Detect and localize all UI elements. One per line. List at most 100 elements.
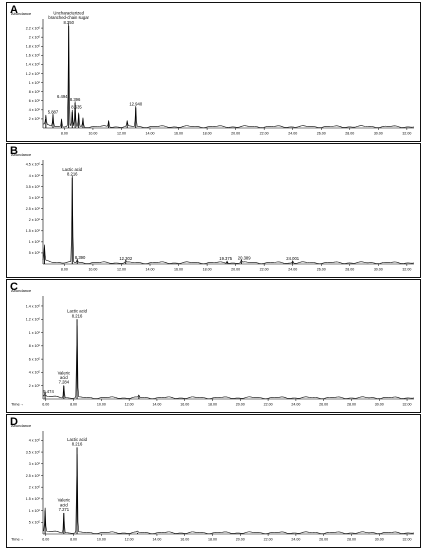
x-tick-label: 14.00 bbox=[146, 268, 155, 272]
peak-annotation: 8.216 bbox=[72, 313, 83, 318]
y-tick-label: 1.8 x 10⁶ bbox=[26, 45, 41, 49]
peak-annotation: 5.474 bbox=[43, 389, 54, 394]
panel-c: C Abundance 2 x 10⁵ 4 x 10⁵ 6 x 10⁵ 8 x 10⁵ 1… bbox=[6, 279, 421, 413]
peak-annotation: 8.216 bbox=[72, 441, 83, 446]
peak-annotation: Lactic acid bbox=[67, 309, 87, 314]
y-axis-label: Abundance bbox=[11, 288, 32, 293]
x-tick-label: 18.00 bbox=[208, 538, 217, 542]
x-tick-label: 32.00 bbox=[403, 403, 412, 407]
x-tick-label: 8.00 bbox=[61, 132, 68, 136]
peak-annotation: Valeric bbox=[58, 498, 71, 503]
peak-annotation: 19.375 bbox=[219, 256, 232, 261]
x-tick-label: 28.00 bbox=[347, 538, 356, 542]
y-tick-label: 1 x 10⁶ bbox=[29, 240, 41, 244]
peak-annotation: 8.396 bbox=[70, 97, 81, 102]
y-tick-label: 1.2 x 10⁶ bbox=[26, 72, 41, 76]
x-tick-label: 12.00 bbox=[125, 538, 134, 542]
x-tick-label: 24.00 bbox=[288, 132, 297, 136]
y-axis-label: Abundance bbox=[11, 11, 32, 16]
y-tick-label: 5 x 10⁵ bbox=[29, 251, 41, 255]
peak-annotation: 8.350 bbox=[63, 20, 74, 25]
y-tick-label: 2 x 10⁵ bbox=[29, 117, 41, 121]
x-tick-label: 32.00 bbox=[402, 132, 411, 136]
y-tick-label: 3.5 x 10⁶ bbox=[26, 185, 41, 189]
x-tick-label: 32.00 bbox=[402, 268, 411, 272]
y-tick-label: 1.5 x 10⁶ bbox=[26, 229, 41, 233]
x-tick-label: 20.00 bbox=[231, 268, 240, 272]
panel-label-a: A bbox=[10, 4, 18, 16]
x-tick-label: 28.00 bbox=[347, 403, 356, 407]
peak-annotation: Lactic acid bbox=[62, 167, 82, 172]
y-axis-label: Abundance bbox=[11, 152, 32, 157]
y-tick-label: 1 x 10⁶ bbox=[29, 331, 41, 335]
peak-annotation: Uncharacterized bbox=[53, 11, 84, 16]
x-tick-label: 12.00 bbox=[125, 403, 134, 407]
y-tick-label: 3.5 x 10⁶ bbox=[26, 450, 41, 454]
x-tick-label: 28.00 bbox=[345, 268, 354, 272]
y-tick-label: 6 x 10⁵ bbox=[29, 357, 41, 361]
x-tick-label: 30.00 bbox=[375, 403, 384, 407]
y-tick-label: 1.5 x 10⁶ bbox=[26, 497, 41, 501]
x-tick-label: 26.00 bbox=[317, 132, 326, 136]
x-tick-label: 18.00 bbox=[203, 132, 212, 136]
x-tick-label: 18.00 bbox=[208, 403, 217, 407]
peak-annotation: 20.389 bbox=[238, 255, 251, 260]
x-tick-label: 10.00 bbox=[88, 268, 97, 272]
y-tick-label: 4 x 10⁵ bbox=[29, 108, 41, 112]
y-tick-label: 8 x 10⁵ bbox=[29, 344, 41, 348]
x-tick-label: 24.00 bbox=[291, 538, 300, 542]
peak-annotation: 7.271 bbox=[59, 507, 70, 512]
y-tick-label: 4 x 10⁶ bbox=[29, 439, 41, 443]
x-tick-label: 28.00 bbox=[345, 132, 354, 136]
y-tick-label: 2.2 x 10⁶ bbox=[26, 26, 41, 30]
y-tick-label: 2 x 10⁵ bbox=[29, 384, 41, 388]
y-tick-label: 5 x 10⁵ bbox=[29, 521, 41, 525]
y-tick-label: 2.5 x 10⁶ bbox=[26, 207, 41, 211]
y-tick-label: 1.4 x 10⁶ bbox=[26, 63, 41, 67]
chromatogram-trace bbox=[42, 23, 415, 129]
x-tick-label: 16.00 bbox=[174, 268, 183, 272]
x-tick-label: 12.00 bbox=[117, 132, 126, 136]
x-tick-label: 22.00 bbox=[264, 538, 273, 542]
y-tick-label: 1.6 x 10⁶ bbox=[26, 54, 41, 58]
x-tick-label: 26.00 bbox=[319, 403, 328, 407]
y-tick-label: 3 x 10⁶ bbox=[29, 462, 41, 466]
y-tick-label: 6 x 10⁵ bbox=[29, 99, 41, 103]
x-tick-label: 30.00 bbox=[374, 132, 383, 136]
x-tick-label: 10.00 bbox=[97, 538, 106, 542]
x-tick-label: 8.00 bbox=[61, 268, 68, 272]
x-tick-label: 18.00 bbox=[203, 268, 212, 272]
x-tick-label: 8.00 bbox=[70, 538, 77, 542]
y-tick-label: 4 x 10⁶ bbox=[29, 174, 41, 178]
peak-annotation: 6.494 bbox=[57, 94, 68, 99]
peak-annotation: 8.390 bbox=[75, 255, 86, 260]
x-tick-label: 20.00 bbox=[231, 132, 240, 136]
y-tick-label: 2 x 10⁶ bbox=[29, 485, 41, 489]
x-tick-label: 14.00 bbox=[152, 403, 161, 407]
y-tick-label: 3 x 10⁶ bbox=[29, 196, 41, 200]
x-tick-label: 16.00 bbox=[180, 403, 189, 407]
x-tick-label: 30.00 bbox=[374, 268, 383, 272]
peak-annotation: 5.887 bbox=[48, 109, 59, 114]
y-tick-label: 1 x 10⁶ bbox=[29, 509, 41, 513]
chromatogram-d: Abundance 5 x 10⁵ 1 x 10⁶ 1.5 x 10⁶ 2 x 10⁶ 2… bbox=[11, 423, 415, 542]
chromatogram-b: Abundance 5 x 10⁵ 1 x 10⁶ 1.5 x 10⁶ 2 x 10⁶ 2… bbox=[11, 152, 415, 272]
x-axis-label: Time→ bbox=[11, 402, 24, 407]
x-tick-label: 20.00 bbox=[236, 403, 245, 407]
peak-annotation: Lactic acid bbox=[67, 437, 87, 442]
peak-annotation: 7.284 bbox=[59, 380, 70, 385]
chromatogram-c: Abundance 2 x 10⁵ 4 x 10⁵ 6 x 10⁵ 8 x 10⁵ 1 x… bbox=[11, 288, 415, 407]
chromatogram-trace bbox=[42, 325, 415, 400]
y-tick-label: 1.2 x 10⁶ bbox=[26, 318, 41, 322]
y-tick-label: 4.5 x 10⁶ bbox=[26, 163, 41, 167]
y-tick-label: 2.5 x 10⁶ bbox=[26, 474, 41, 478]
panel-label-d: D bbox=[10, 416, 18, 428]
y-tick-label: 4 x 10⁵ bbox=[29, 371, 41, 375]
peak-annotation: 8.635 bbox=[71, 105, 82, 110]
x-tick-label: 32.00 bbox=[403, 538, 412, 542]
y-tick-label: 2 x 10⁶ bbox=[29, 35, 41, 39]
x-axis-label: Time→ bbox=[11, 537, 24, 542]
x-tick-label: 16.00 bbox=[174, 132, 183, 136]
x-tick-label: 26.00 bbox=[317, 268, 326, 272]
x-tick-label: 6.00 bbox=[42, 403, 49, 407]
